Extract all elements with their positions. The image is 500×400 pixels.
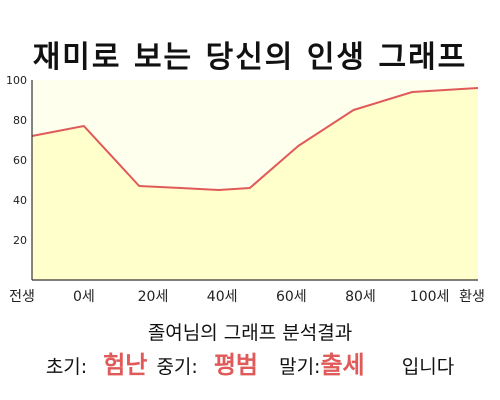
x-tick-label: 20세 [138, 289, 169, 305]
early-label: 초기: [45, 356, 88, 378]
ending-text: 입니다 [401, 356, 455, 378]
early-value: 험난 [103, 351, 148, 379]
y-tick-label: 40 [13, 194, 27, 207]
y-tick-label: 20 [13, 234, 27, 247]
x-tick-label: 80세 [345, 289, 376, 305]
y-tick-label: 100 [6, 74, 27, 87]
x-tick-label: 40세 [207, 289, 238, 305]
chart-title: 재미로 보는 당신의 인생 그래프 [32, 40, 468, 75]
x-tick-label: 60세 [276, 289, 307, 305]
y-tick-labels: 20 40 60 80 100 [6, 74, 27, 247]
analysis-result: 초기: 험난 중기: 평범 말기:출세 입니다 [0, 345, 500, 380]
x-tick-label: 100세 [410, 289, 450, 305]
x-tick-labels: 전생 0세 20세 40세 60세 80세 100세 환생 [9, 289, 485, 305]
analysis-title: 졸여님의 그래프 분석결과 [147, 322, 353, 344]
series-line [31, 87, 479, 191]
y-tick-label: 80 [13, 114, 27, 127]
x-tick-label: 0세 [73, 289, 95, 305]
line-group [31, 87, 479, 191]
x-tick-label: 전생 [9, 289, 35, 305]
middle-label: 중기: [156, 356, 198, 378]
late-value: 출세 [320, 351, 365, 379]
late-label: 말기: [279, 356, 321, 378]
middle-value: 평범 [213, 351, 258, 379]
x-tick-label: 환생 [459, 289, 485, 305]
y-tick-label: 60 [13, 154, 27, 167]
